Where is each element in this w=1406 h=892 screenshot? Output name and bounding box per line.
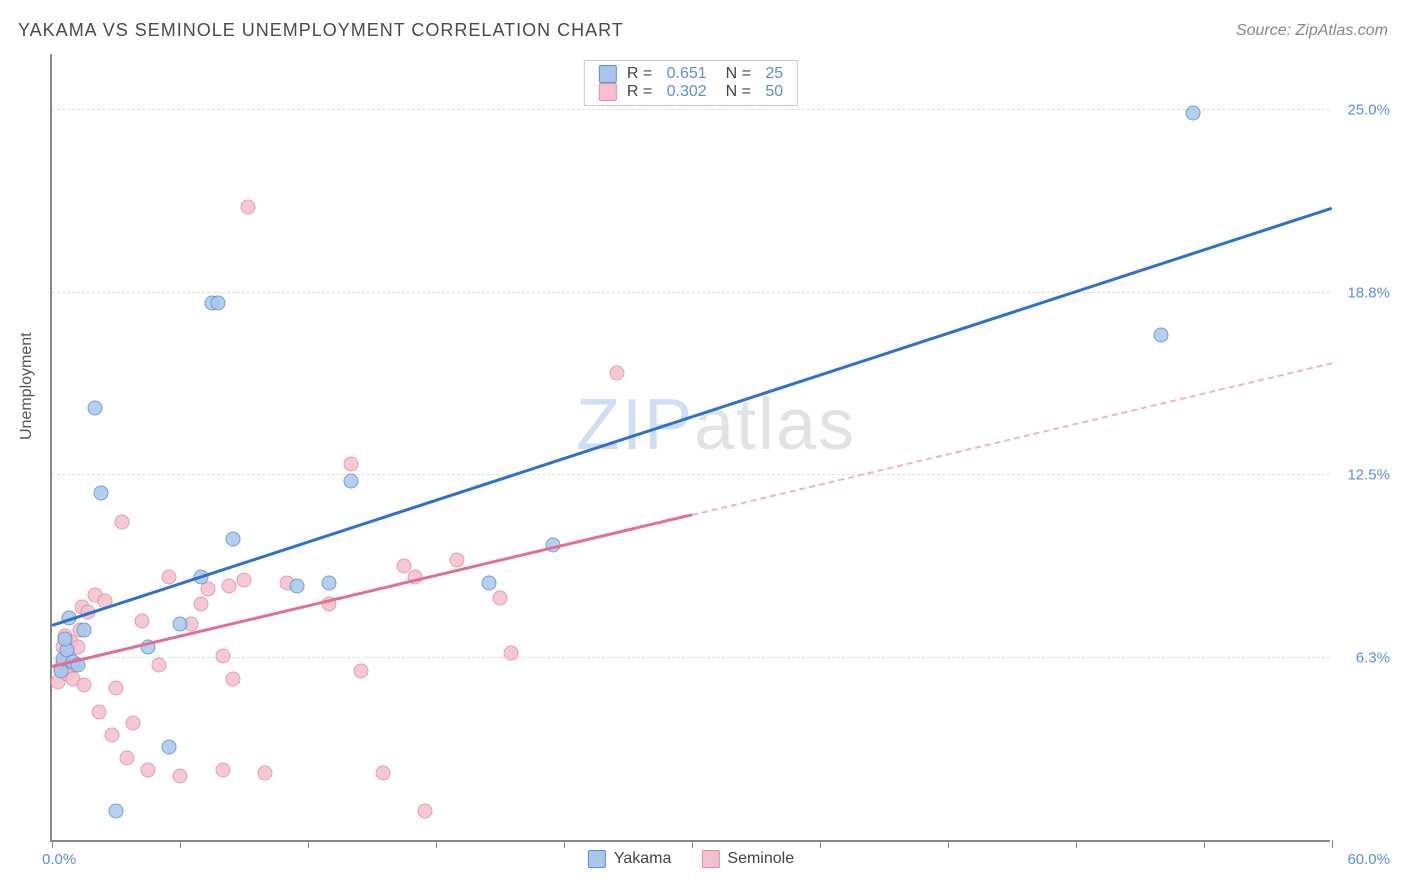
seminole-point	[343, 456, 358, 471]
yakama-legend-label: Yakama	[614, 850, 672, 868]
seminole-point	[141, 762, 156, 777]
yakama-point	[87, 401, 102, 416]
yakama-point	[57, 631, 72, 646]
x-tick	[1204, 840, 1205, 848]
x-tick	[692, 840, 693, 848]
yakama-point	[1154, 328, 1169, 343]
seminole-point	[91, 704, 106, 719]
x-tick	[52, 840, 53, 848]
watermark-atlas: atlas	[694, 385, 856, 465]
seminole-point	[450, 552, 465, 567]
y-tick-label: 18.8%	[1347, 284, 1390, 301]
seminole-point	[226, 672, 241, 687]
seminole-point	[134, 614, 149, 629]
seminole-n-value: 50	[765, 83, 783, 101]
seminole-point	[104, 727, 119, 742]
seminole-r-value: 0.302	[667, 83, 707, 101]
r-label: R =	[627, 65, 657, 83]
yakama-r-value: 0.651	[667, 65, 707, 83]
x-tick	[1332, 840, 1333, 848]
seminole-point	[610, 366, 625, 381]
seminole-point	[194, 596, 209, 611]
yakama-trendline	[52, 207, 1333, 627]
r-label: R =	[627, 83, 657, 101]
y-axis-label: Unemployment	[18, 332, 36, 440]
yakama-point	[94, 485, 109, 500]
watermark-zip: ZIP	[576, 385, 694, 465]
seminole-point	[215, 649, 230, 664]
scatter-chart: ZIPatlas R = 0.651 N = 25 R = 0.302 N = …	[50, 54, 1330, 842]
legend-row-seminole: R = 0.302 N = 50	[599, 83, 783, 101]
x-tick	[180, 840, 181, 848]
legend-item-seminole: Seminole	[701, 850, 794, 868]
chart-title: YAKAMA VS SEMINOLE UNEMPLOYMENT CORRELAT…	[18, 20, 624, 41]
seminole-point	[493, 590, 508, 605]
yakama-point	[482, 576, 497, 591]
seminole-point	[237, 573, 252, 588]
seminole-point	[151, 657, 166, 672]
correlation-legend: R = 0.651 N = 25 R = 0.302 N = 50	[584, 60, 798, 106]
yakama-swatch-icon	[588, 850, 606, 868]
seminole-point	[354, 663, 369, 678]
seminole-point	[503, 646, 518, 661]
yakama-point	[173, 617, 188, 632]
gridline	[52, 109, 1330, 110]
watermark: ZIPatlas	[576, 384, 856, 466]
seminole-swatch-icon	[599, 83, 617, 101]
seminole-point	[77, 678, 92, 693]
y-tick-label: 12.5%	[1347, 467, 1390, 484]
seminole-trendline	[52, 514, 693, 668]
yakama-point	[226, 532, 241, 547]
x-tick	[820, 840, 821, 848]
gridline	[52, 292, 1330, 293]
legend-row-yakama: R = 0.651 N = 25	[599, 65, 783, 83]
gridline	[52, 657, 1330, 658]
x-tick	[564, 840, 565, 848]
seminole-point	[162, 570, 177, 585]
n-label: N =	[717, 65, 756, 83]
source-label: Source: ZipAtlas.com	[1236, 22, 1388, 40]
x-tick	[948, 840, 949, 848]
yakama-n-value: 25	[765, 65, 783, 83]
x-tick	[436, 840, 437, 848]
gridline	[52, 474, 1330, 475]
seminole-point	[126, 716, 141, 731]
y-tick-label: 25.0%	[1347, 102, 1390, 119]
yakama-swatch-icon	[599, 65, 617, 83]
seminole-point	[258, 765, 273, 780]
yakama-point	[109, 803, 124, 818]
yakama-point	[1186, 106, 1201, 121]
x-axis-max-label: 60.0%	[1347, 851, 1390, 868]
seminole-swatch-icon	[701, 850, 719, 868]
yakama-point	[343, 474, 358, 489]
seminole-point	[222, 579, 237, 594]
yakama-point	[162, 739, 177, 754]
yakama-point	[77, 622, 92, 637]
seminole-point	[173, 768, 188, 783]
legend-item-yakama: Yakama	[588, 850, 672, 868]
seminole-point	[109, 681, 124, 696]
seminole-point	[215, 762, 230, 777]
seminole-point	[115, 514, 130, 529]
yakama-point	[290, 579, 305, 594]
yakama-point	[322, 576, 337, 591]
seminole-legend-label: Seminole	[727, 850, 794, 868]
seminole-point	[241, 199, 256, 214]
yakama-point	[211, 296, 226, 311]
y-tick-label: 6.3%	[1356, 649, 1390, 666]
series-legend: Yakama Seminole	[588, 850, 794, 868]
x-tick	[1076, 840, 1077, 848]
seminole-point	[418, 803, 433, 818]
seminole-point	[119, 751, 134, 766]
n-label: N =	[717, 83, 756, 101]
x-axis-min-label: 0.0%	[42, 851, 76, 868]
x-tick	[308, 840, 309, 848]
seminole-point	[375, 765, 390, 780]
